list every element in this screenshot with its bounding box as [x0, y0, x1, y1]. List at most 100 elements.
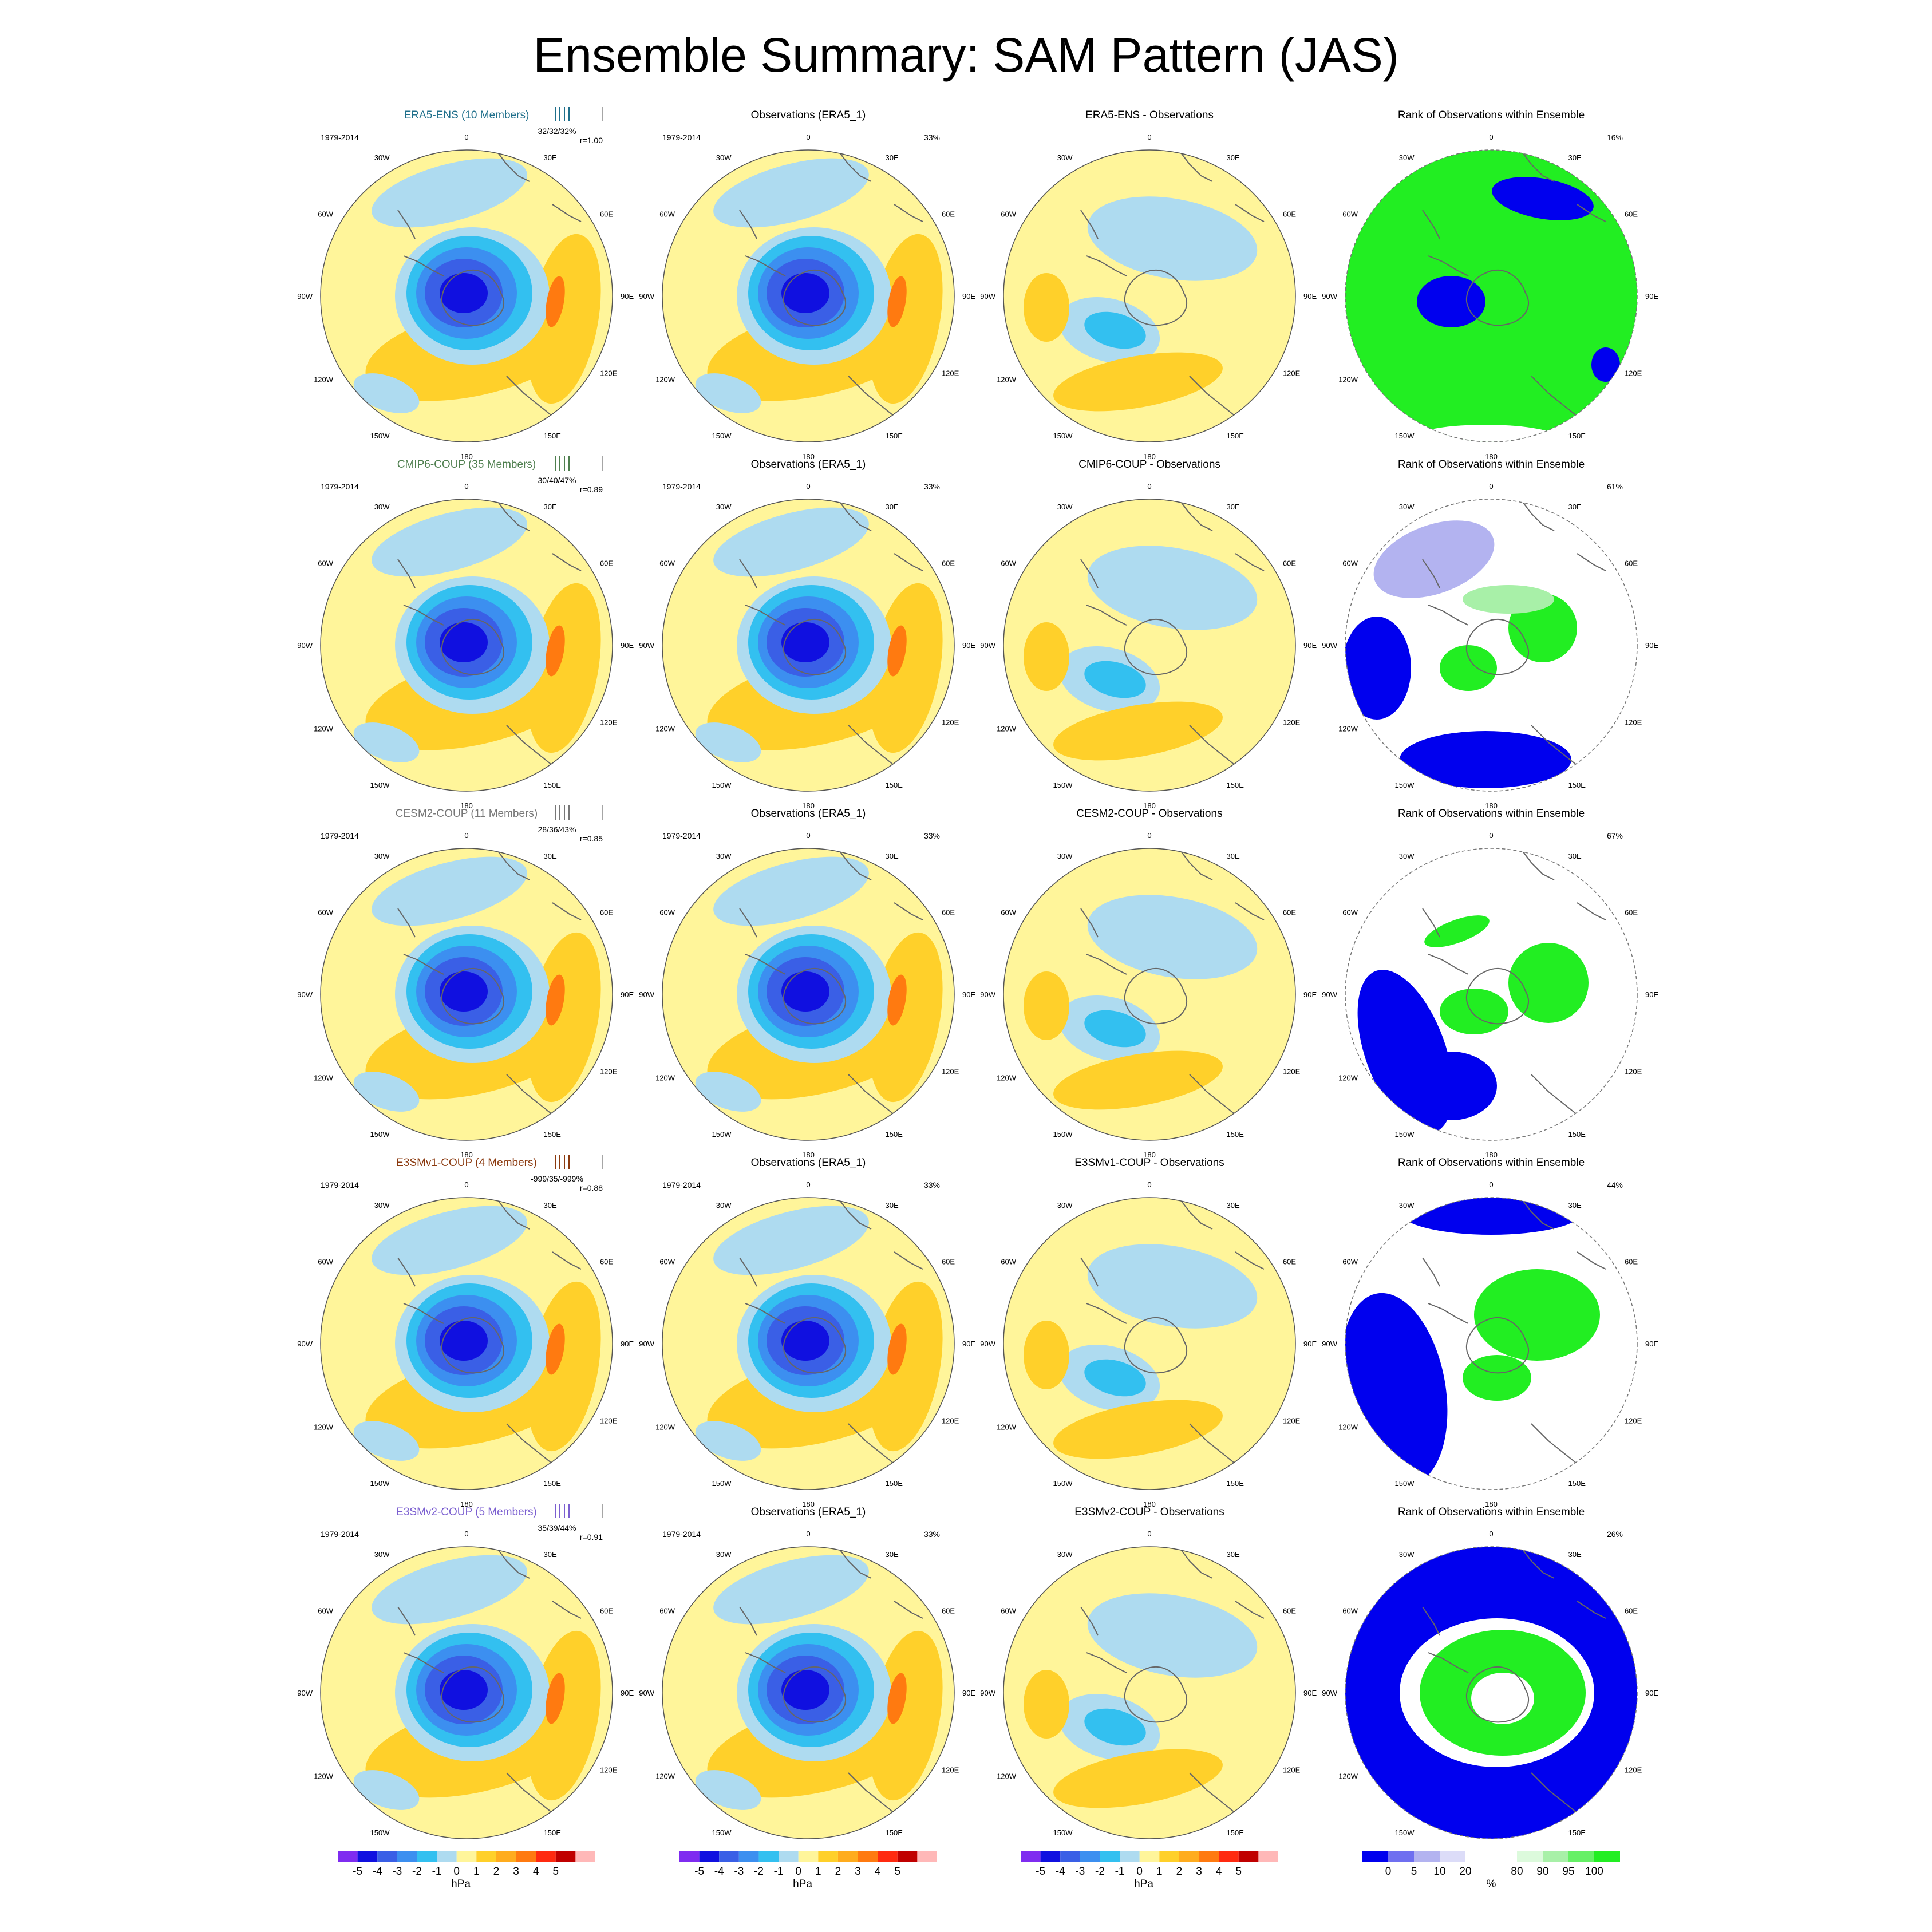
longitude-label: 0	[1147, 831, 1151, 840]
longitude-label: 150W	[712, 1130, 732, 1139]
colorbar-swatch	[1491, 1851, 1517, 1862]
longitude-label: 180	[1485, 801, 1498, 810]
coastline-2	[1522, 1200, 1555, 1230]
longitude-label: 30E	[1568, 153, 1582, 162]
positive-diff	[1024, 273, 1069, 342]
explained-variance: 33%	[924, 1530, 940, 1539]
longitude-label: 90W	[980, 1340, 995, 1348]
negative-diff-core	[1084, 1359, 1146, 1397]
coastline-4	[848, 376, 895, 417]
coastline-2	[1180, 851, 1213, 880]
coastline-0	[441, 270, 504, 326]
longitude-label: 0	[464, 1180, 468, 1189]
coastline-0	[1124, 619, 1187, 675]
explained-variance: 33%	[924, 133, 940, 142]
colorbar-tick: 0	[1385, 1866, 1392, 1878]
longitude-label: 0	[806, 831, 810, 840]
longitude-label: 120W	[314, 1772, 334, 1781]
longitude-label: 120E	[1283, 369, 1301, 378]
longitude-label: 60E	[1625, 559, 1638, 568]
negative-anomaly-band	[713, 507, 869, 577]
map-border	[320, 499, 613, 792]
colorbar-swatch	[897, 1851, 918, 1862]
map-border	[662, 848, 955, 1141]
longitude-label: 60E	[942, 1607, 955, 1615]
longitude-label: 60E	[600, 210, 613, 219]
longitude-label: 0	[1489, 1180, 1493, 1189]
map-border	[1345, 149, 1638, 442]
rank-high-region	[1440, 645, 1497, 691]
coastline-0	[1124, 1317, 1187, 1374]
model-map: 0 30E 60E 90E 120E 150E 180 150W 120W 90W 60W 30W	[297, 482, 634, 810]
map-border	[320, 848, 613, 1141]
colorbar-swatch	[1139, 1851, 1160, 1862]
colorbar-unit: hPa	[451, 1878, 471, 1890]
coastline-4	[506, 1074, 553, 1115]
longitude-label: 60W	[659, 559, 675, 568]
colorbar-swatch	[798, 1851, 819, 1862]
longitude-label: 60E	[1283, 1607, 1296, 1615]
model-panel-title: CESM2-COUP (11 Members)	[396, 808, 538, 820]
longitude-label: 60W	[659, 908, 675, 917]
coastline-4	[506, 725, 553, 766]
longitude-label: 30E	[1568, 1550, 1582, 1559]
colorbar-swatch	[1440, 1851, 1465, 1862]
coastline-5	[552, 1601, 582, 1619]
longitude-label: 150E	[1568, 781, 1586, 789]
coastline-0	[783, 968, 846, 1025]
coastline-1	[403, 954, 444, 975]
observation-panel-title: Observations (ERA5_1)	[751, 1157, 866, 1169]
observation-panel-title: Observations (ERA5_1)	[751, 1506, 866, 1518]
negative-anomaly-band	[713, 1206, 869, 1275]
colorbar-swatch	[1040, 1851, 1061, 1862]
longitude-label: 150E	[1227, 1828, 1244, 1837]
longitude-label: 30E	[1568, 852, 1582, 860]
longitude-label: 150W	[1395, 1479, 1415, 1488]
longitude-label: 30W	[716, 1201, 732, 1210]
pressure-colorbar: -5 -4 -3 -2 -1 0 1 2 3 4 5 hPa	[679, 1851, 937, 1890]
small-negative	[695, 1421, 761, 1461]
coastline-5	[894, 902, 923, 920]
negative-anomaly-band	[372, 507, 527, 577]
difference-panel-title: E3SMv1-COUP - Observations	[1074, 1157, 1224, 1169]
rank-high-region	[1424, 915, 1490, 947]
colorbar-tick: -5	[353, 1866, 362, 1878]
longitude-label: 60W	[1001, 1607, 1016, 1615]
rank-low-region	[1417, 276, 1485, 327]
longitude-label: 30W	[1057, 153, 1073, 162]
explained-variance: 33%	[924, 831, 940, 840]
colorbar-swatch	[417, 1851, 437, 1862]
longitude-label: 0	[806, 1530, 810, 1538]
coastline-1	[403, 605, 444, 626]
negative-diff-core	[1084, 311, 1146, 349]
coastline-0	[441, 1666, 504, 1723]
longitude-label: 60E	[1625, 210, 1638, 219]
longitude-label: 90E	[1303, 1340, 1317, 1348]
map-border	[1003, 499, 1296, 792]
difference-panel-title: E3SMv2-COUP - Observations	[1074, 1506, 1224, 1518]
longitude-label: 120E	[600, 1417, 618, 1425]
longitude-label: 90E	[621, 641, 634, 650]
colorbar-tick: 2	[1176, 1866, 1183, 1878]
longitude-label: 90W	[639, 990, 654, 999]
longitude-label: 90E	[1645, 1340, 1658, 1348]
rank-high-region	[1463, 585, 1554, 614]
map-border	[1345, 499, 1638, 792]
longitude-label: 120W	[997, 1074, 1017, 1082]
longitude-label: 30W	[1057, 1550, 1073, 1559]
rank-low-region	[1591, 347, 1620, 382]
longitude-label: 60W	[318, 210, 333, 219]
longitude-label: 0	[1489, 133, 1493, 141]
model-map: 0 30E 60E 90E 120E 150E 180 150W 120W 90W 60W 30W	[297, 133, 634, 461]
coastline-2	[1180, 1549, 1213, 1579]
longitude-label: 0	[806, 1180, 810, 1189]
rank-high-region	[1508, 943, 1589, 1023]
coastline-0	[1124, 270, 1187, 326]
colorbar-swatch	[575, 1851, 595, 1862]
coastline-2	[1522, 152, 1555, 182]
longitude-label: 120W	[655, 1074, 675, 1082]
longitude-label: 150E	[1568, 432, 1586, 440]
colorbar-swatch	[1517, 1851, 1543, 1862]
